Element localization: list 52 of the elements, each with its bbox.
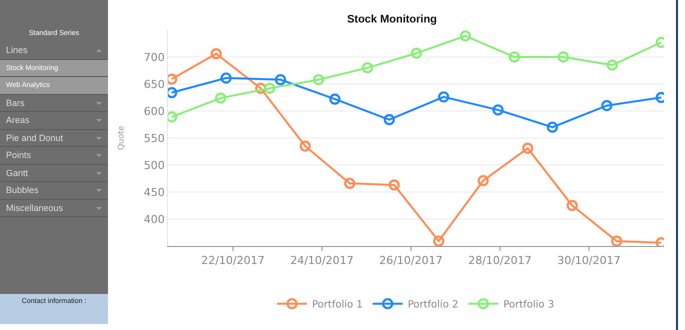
text: Gantt	[6, 168, 28, 178]
y-tick-label: 500	[144, 158, 165, 172]
text: Pie and Donut	[6, 132, 64, 142]
point	[312, 74, 324, 86]
text: Bubbles	[6, 185, 39, 195]
point	[388, 179, 400, 191]
point	[546, 122, 558, 133]
chart-title: Stock Monitoring	[347, 14, 437, 26]
point	[438, 91, 450, 103]
point	[492, 104, 504, 116]
x-tick-label: 28/10/2017	[468, 254, 532, 268]
y-tick-label: 650	[144, 78, 165, 91]
point	[362, 62, 374, 74]
point	[329, 94, 340, 105]
text: Areas	[6, 115, 30, 125]
point	[611, 236, 622, 246]
y-axis-title: Quote	[116, 126, 126, 150]
point	[433, 236, 444, 246]
point	[478, 175, 489, 186]
point	[410, 48, 422, 59]
legend-label: Portfolio 3	[503, 300, 554, 311]
text: Points	[6, 150, 32, 160]
point	[215, 92, 226, 104]
point	[264, 82, 276, 94]
legend-label: Portfolio 1	[312, 300, 363, 311]
text: Bars	[6, 98, 25, 108]
point	[210, 48, 222, 60]
x-tick-label: 26/10/2017	[379, 254, 443, 268]
y-tick-label: 550	[144, 132, 165, 145]
legend-label: Portfolio 2	[408, 300, 458, 311]
y-tick-label: 400	[144, 212, 165, 226]
y-tick-label: 600	[144, 104, 165, 118]
point	[274, 74, 286, 86]
point	[255, 82, 266, 94]
point	[601, 100, 612, 112]
y-tick-label: 450	[144, 186, 165, 199]
point	[220, 72, 232, 84]
point	[460, 30, 472, 42]
x-tick-label: 30/10/2017	[557, 254, 621, 268]
text: Miscellaneous	[6, 202, 64, 212]
y-tick-label: 700	[144, 50, 165, 64]
point	[384, 114, 395, 126]
point	[566, 200, 578, 212]
point	[508, 51, 520, 63]
point	[558, 51, 569, 63]
point	[344, 178, 356, 189]
text: Lines	[6, 45, 28, 55]
x-tick-label: 24/10/2017	[290, 254, 354, 268]
point	[300, 140, 311, 152]
point	[606, 60, 618, 71]
point	[522, 142, 534, 154]
x-tick-label: 22/10/2017	[201, 254, 265, 268]
